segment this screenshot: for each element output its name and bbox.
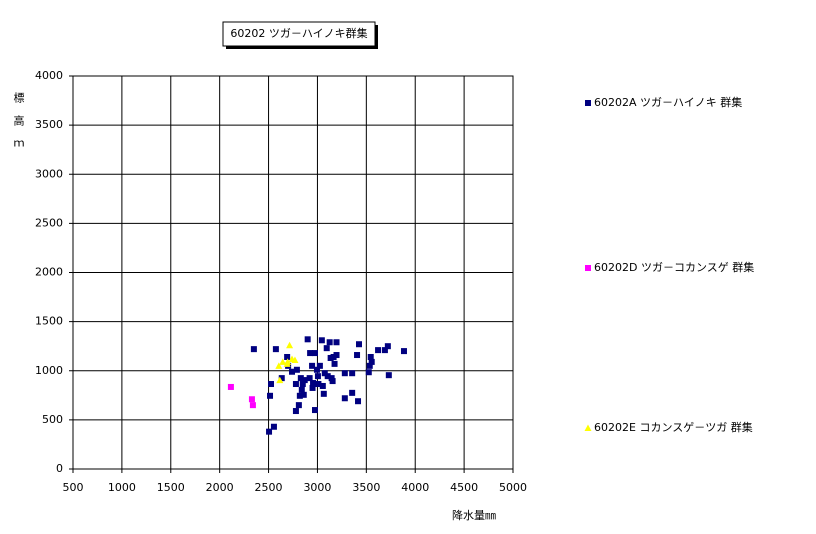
point xyxy=(292,381,299,388)
point xyxy=(400,348,407,355)
point xyxy=(333,352,340,359)
y-axis-label: 標高ｍ xyxy=(12,91,25,161)
point xyxy=(354,352,361,359)
point xyxy=(312,350,318,357)
point xyxy=(278,375,285,382)
x-tick-label: 4500 xyxy=(450,481,478,494)
point xyxy=(367,353,374,360)
point xyxy=(310,380,317,387)
y-tick-label: 3000 xyxy=(35,167,63,180)
point xyxy=(349,389,356,396)
point xyxy=(341,395,348,402)
point xyxy=(296,392,303,399)
point xyxy=(248,396,255,403)
chart-title: 60202 ツガ－ハイノキ群集 xyxy=(230,26,367,40)
point xyxy=(307,350,314,357)
x-tick-label: 2500 xyxy=(255,481,283,494)
x-tick-label: 5000 xyxy=(499,481,527,494)
point xyxy=(306,375,313,382)
x-axis-label: 降水量㎜ xyxy=(452,508,496,522)
point xyxy=(276,376,284,384)
point xyxy=(309,384,316,391)
point xyxy=(270,423,277,430)
y-tick-label: 1000 xyxy=(35,364,63,377)
legend-marker xyxy=(584,424,592,431)
point xyxy=(355,398,362,405)
point xyxy=(272,346,279,353)
point xyxy=(297,375,304,382)
point xyxy=(313,366,320,373)
point xyxy=(384,343,391,350)
point xyxy=(275,362,283,369)
point xyxy=(366,362,373,369)
x-tick-label: 2000 xyxy=(206,481,234,494)
point xyxy=(286,341,294,349)
point xyxy=(249,402,256,409)
point xyxy=(284,353,291,360)
point xyxy=(320,390,327,397)
x-tick-label: 3500 xyxy=(352,481,380,494)
point xyxy=(341,370,348,377)
y-tick-label: 0 xyxy=(56,462,63,475)
point xyxy=(324,373,331,380)
point xyxy=(227,383,234,390)
point xyxy=(312,407,318,414)
point xyxy=(331,360,338,367)
point xyxy=(292,408,299,415)
point xyxy=(268,381,274,388)
point xyxy=(295,402,302,409)
point xyxy=(250,346,257,353)
point xyxy=(300,391,307,398)
legend-label: 60202E コカンスゲ－ツガ 群集 xyxy=(594,420,753,434)
x-tick-label: 1500 xyxy=(157,481,185,494)
x-tick-label: 500 xyxy=(63,481,84,494)
point xyxy=(291,356,299,363)
point xyxy=(381,347,388,354)
point xyxy=(289,368,296,375)
point xyxy=(365,369,372,376)
point xyxy=(349,370,356,377)
y-tick-label: 2000 xyxy=(35,266,63,279)
point xyxy=(319,382,326,389)
point xyxy=(326,339,333,346)
point xyxy=(385,372,392,379)
point xyxy=(266,428,273,435)
point xyxy=(315,381,322,388)
x-tick-label: 3000 xyxy=(303,481,331,494)
point xyxy=(299,381,306,388)
point xyxy=(318,337,325,344)
y-tick-label: 1500 xyxy=(35,315,63,328)
point xyxy=(356,341,362,348)
point xyxy=(309,362,316,369)
point xyxy=(304,336,311,343)
legend-marker xyxy=(585,100,591,106)
title-frame xyxy=(222,21,376,47)
x-tick-label: 1000 xyxy=(108,481,136,494)
point xyxy=(298,386,305,393)
point xyxy=(323,345,330,352)
point xyxy=(316,362,323,369)
point xyxy=(333,339,340,346)
y-tick-label: 2500 xyxy=(35,216,63,229)
point xyxy=(283,360,291,367)
y-tick-label: 500 xyxy=(42,413,63,426)
point xyxy=(293,366,300,373)
point xyxy=(279,358,287,365)
legend-label: 60202D ツガ－コカンスゲ 群集 xyxy=(594,260,754,274)
y-tick-label: 4000 xyxy=(35,69,63,82)
point xyxy=(301,377,308,384)
legend-marker xyxy=(585,265,591,271)
x-tick-label: 4000 xyxy=(401,481,429,494)
y-tick-label: 3500 xyxy=(35,118,63,131)
point xyxy=(267,392,274,399)
point xyxy=(314,373,321,380)
point xyxy=(368,358,375,365)
point xyxy=(375,347,382,354)
point xyxy=(329,378,336,385)
legend-label: 60202A ツガ－ハイノキ 群集 xyxy=(594,95,742,109)
